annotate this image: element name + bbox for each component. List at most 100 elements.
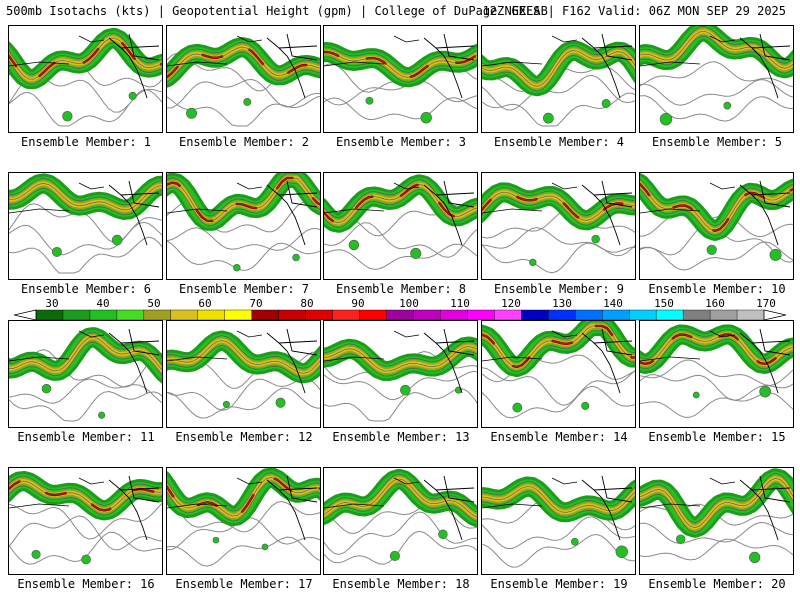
- ensemble-member-label: Ensemble Member: 17: [175, 577, 313, 591]
- ensemble-member-label: Ensemble Member: 9: [493, 282, 625, 296]
- colorbar-cell: [224, 309, 253, 321]
- colorbar-cell: [170, 309, 199, 321]
- coastline: [324, 477, 420, 509]
- height-contour: [9, 42, 162, 85]
- height-contour: [482, 367, 635, 406]
- ensemble-member-label: Ensemble Member: 20: [648, 577, 786, 591]
- wind-cell: [570, 537, 579, 546]
- colorbar-cell: [35, 309, 64, 321]
- ensemble-map-9: [481, 172, 636, 280]
- wind-cell: [111, 234, 123, 246]
- wind-cell: [542, 112, 554, 124]
- height-contour: [482, 486, 635, 513]
- height-contour: [324, 478, 477, 518]
- colorbar-tick-label: 150: [654, 297, 674, 310]
- height-contour: [167, 173, 320, 217]
- height-contour: [482, 227, 635, 257]
- ensemble-map-17: [166, 467, 321, 575]
- wind-cell: [706, 244, 717, 255]
- colorbar-cell: [575, 309, 603, 321]
- height-contour: [9, 390, 162, 422]
- wind-cell: [31, 549, 41, 559]
- wind-cell: [769, 248, 782, 261]
- height-contour: [482, 45, 635, 82]
- coastline: [581, 180, 633, 246]
- coastline: [9, 477, 105, 509]
- colorbar-tick-label: 100: [399, 297, 419, 310]
- colorbar-cell: [655, 309, 684, 321]
- wind-cell: [233, 263, 241, 272]
- height-contour: [640, 26, 793, 64]
- colorbar-cell: [386, 309, 414, 321]
- height-contour: [167, 51, 320, 83]
- height-contour: [640, 477, 793, 529]
- coastline: [167, 35, 263, 67]
- colorbar-cell: [332, 309, 361, 321]
- ensemble-member-label: Ensemble Member: 5: [651, 135, 783, 149]
- wind-cell: [759, 385, 771, 398]
- height-contour: [324, 530, 477, 565]
- height-contour: [482, 74, 635, 111]
- wind-cell: [41, 383, 52, 394]
- height-contour: [324, 97, 477, 121]
- colorbar-cell: [440, 309, 468, 321]
- coastline: [739, 180, 791, 246]
- height-contour: [324, 243, 477, 270]
- height-contour: [167, 499, 320, 533]
- coastline: [167, 477, 263, 509]
- height-contour: [482, 242, 635, 274]
- height-contour: [167, 227, 320, 251]
- ensemble-member-label: Ensemble Member: 6: [20, 282, 152, 296]
- colorbar-cell: [251, 309, 280, 321]
- wind-cell: [438, 529, 448, 540]
- coastline: [739, 328, 791, 394]
- coastline: [640, 330, 736, 362]
- wind-cell: [222, 400, 230, 408]
- height-contour: [167, 182, 320, 227]
- height-contour: [9, 502, 162, 540]
- ensemble-member-label: Ensemble Member: 18: [332, 577, 470, 591]
- height-contour: [482, 481, 635, 508]
- ensemble-member-label: Ensemble Member: 13: [332, 430, 470, 444]
- header-title: 500mb Isotachs (kts) | Geopotential Heig…: [6, 4, 548, 18]
- ensemble-member-label: Ensemble Member: 19: [490, 577, 628, 591]
- height-contour: [482, 491, 635, 518]
- colorbar-tick-label: 120: [501, 297, 521, 310]
- ensemble-member-label: Ensemble Member: 16: [17, 577, 155, 591]
- colorbar-right-arrow: [763, 309, 786, 321]
- colorbar-cell: [521, 309, 549, 321]
- height-contour: [640, 334, 793, 365]
- height-contour: [167, 41, 320, 73]
- ensemble-map-6: [8, 172, 163, 280]
- wind-cell: [692, 391, 700, 399]
- height-contour: [9, 475, 162, 506]
- coastline: [167, 182, 263, 214]
- ensemble-member-label: Ensemble Member: 11: [17, 430, 155, 444]
- height-contour: [640, 482, 793, 534]
- height-contour: [167, 240, 320, 271]
- ensemble-map-8: [323, 172, 478, 280]
- ensemble-member-label: Ensemble Member: 7: [178, 282, 310, 296]
- height-contour: [167, 340, 320, 374]
- height-contour: [640, 183, 793, 232]
- coastline: [423, 328, 475, 394]
- coastline: [324, 35, 420, 67]
- height-contour: [324, 51, 477, 78]
- colorbar-cell: [548, 309, 576, 321]
- header-run-info: 12Z GEFS | F162 Valid: 06Z MON SEP 29 20…: [482, 4, 786, 18]
- coastline: [108, 180, 160, 246]
- coastline: [482, 182, 578, 214]
- wind-cell: [591, 234, 600, 244]
- colorbar-tick-label: 140: [603, 297, 623, 310]
- isotach-colorbar: 30 40 50 60 70 80 90 100 110 120 130 140 150 160 170: [14, 297, 786, 321]
- coastline: [423, 33, 475, 99]
- height-contour: [167, 335, 320, 369]
- height-contour: [324, 56, 477, 83]
- ensemble-map-3: [323, 25, 478, 133]
- height-contour: [167, 46, 320, 78]
- height-contour: [324, 351, 477, 377]
- height-contour: [9, 341, 162, 377]
- ensemble-map-2: [166, 25, 321, 133]
- colorbar-cells: [35, 309, 765, 321]
- height-contour: [9, 378, 162, 404]
